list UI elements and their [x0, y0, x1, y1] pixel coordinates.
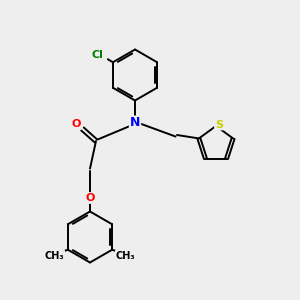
Text: S: S: [215, 119, 223, 130]
Text: O: O: [85, 193, 95, 203]
Text: Cl: Cl: [92, 50, 104, 60]
Text: O: O: [72, 118, 81, 129]
Text: CH₃: CH₃: [116, 251, 135, 261]
Text: CH₃: CH₃: [45, 251, 64, 261]
Text: N: N: [130, 116, 140, 130]
